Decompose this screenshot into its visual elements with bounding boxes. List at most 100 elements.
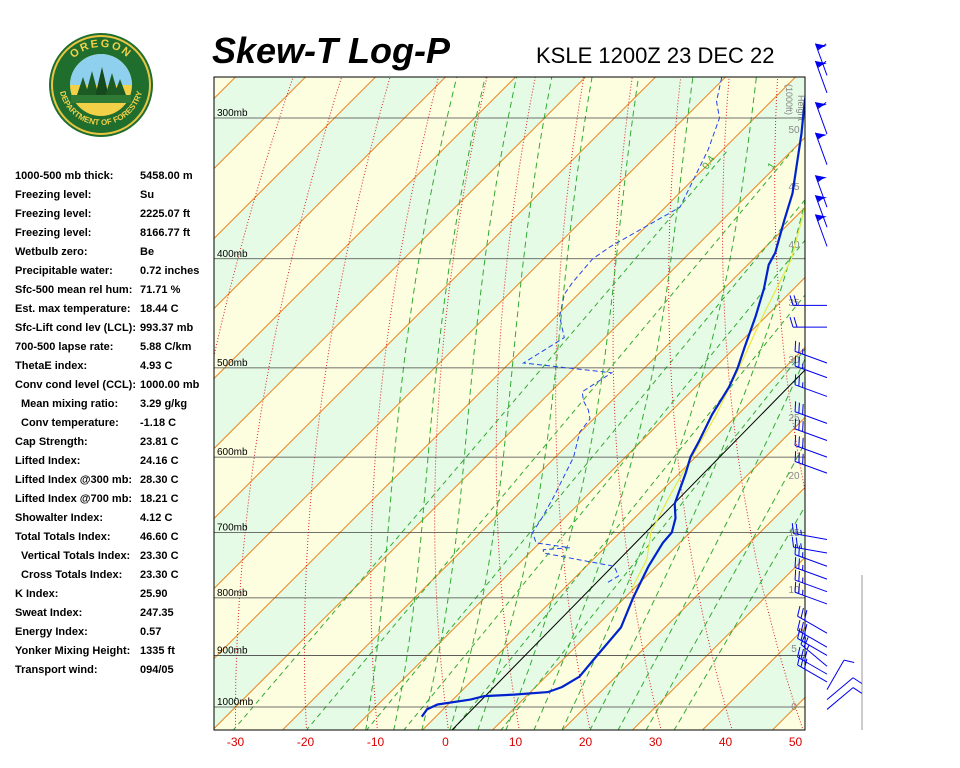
dry-adiabat <box>668 77 733 730</box>
wind-barb <box>814 60 828 94</box>
index-value: 18.44 C <box>140 303 179 315</box>
index-row: Est. max temperature: 18.44 C <box>15 301 205 320</box>
isobar-label: 400mb <box>217 249 248 260</box>
index-value: 46.60 C <box>140 531 179 543</box>
index-value: 8166.77 ft <box>140 227 191 239</box>
wind-barb <box>794 340 828 364</box>
index-label: Showalter Index: <box>15 512 104 524</box>
isotherm-line <box>0 77 96 730</box>
index-label: Est. max temperature: <box>15 303 131 315</box>
height-tick-label: 40 <box>788 240 800 251</box>
mixing-ratio-label: 8 <box>938 160 950 171</box>
index-row: Cross Totals Index: 23.30 C <box>15 567 205 586</box>
index-row: Precipitable water: 0.72 inches <box>15 263 205 282</box>
height-tick-label: 10 <box>788 585 800 596</box>
wind-barb <box>794 544 828 567</box>
index-row: Freezing level: 8166.77 ft <box>15 225 205 244</box>
index-label: Sfc-500 mean rel hum: <box>15 284 133 296</box>
index-value: -1.18 C <box>140 417 177 429</box>
index-row: Wetbulb zero: Be <box>15 244 205 263</box>
isotherm-line <box>214 77 446 310</box>
mixing-ratio-label: 5 <box>896 160 908 171</box>
wind-barb <box>814 132 828 165</box>
wind-barb <box>791 523 828 540</box>
dewpoint-trace <box>522 77 723 583</box>
dry-adiabat <box>922 0 960 731</box>
mixing-ratio-line <box>305 149 794 730</box>
wind-barb <box>814 43 828 76</box>
index-label: Freezing level: <box>15 189 92 201</box>
moist-adiabat <box>449 77 553 730</box>
isotherm-line <box>422 346 805 730</box>
wind-barb <box>794 557 828 580</box>
index-row: Conv temperature: -1.18 C <box>15 415 205 434</box>
temperature-trace <box>420 93 805 718</box>
isotherm-line <box>214 77 726 590</box>
index-row: Freezing level: 2225.07 ft <box>15 206 205 225</box>
wind-barb <box>789 295 827 306</box>
index-label: Lifted Index: <box>15 455 81 467</box>
index-value: 23.30 C <box>140 550 179 562</box>
isotherm-line <box>214 77 516 380</box>
index-label: 700-500 lapse rate: <box>15 341 114 353</box>
wind-barb <box>794 418 828 441</box>
x-tick-label: -20 <box>297 735 315 749</box>
chart-subtitle: KSLE 1200Z 23 DEC 22 <box>536 43 775 68</box>
index-value: 71.71 % <box>140 284 181 296</box>
isotherm-line <box>562 486 805 730</box>
x-tick-label: 10 <box>509 735 523 749</box>
height-tick-label: 0 <box>791 702 797 713</box>
height-tick-label: 20 <box>788 471 800 482</box>
x-tick-label: -10 <box>367 735 385 749</box>
isobar-label: 700mb <box>217 523 248 534</box>
isotherm-line <box>214 77 656 520</box>
index-label: Cap Strength: <box>15 436 88 448</box>
isobar-label: 800mb <box>217 588 248 599</box>
index-label: Sfc-Lift cond lev (LCL): <box>15 322 136 334</box>
mixing-ratio-label: 2 <box>819 160 831 171</box>
isotherm-line <box>352 276 805 730</box>
wind-barb <box>826 687 863 710</box>
index-value: 25.90 <box>140 588 168 600</box>
index-row: Sweat Index: 247.35 <box>15 605 205 624</box>
index-value: 2225.07 ft <box>140 208 191 220</box>
dry-adiabat <box>555 77 591 730</box>
isotherm-line <box>492 416 805 730</box>
moist-adiabat <box>645 441 805 730</box>
oregon-forestry-logo: OREGON DEPARTMENT OF FORESTRY <box>47 31 155 139</box>
index-row: Mean mixing ratio: 3.29 g/kg <box>15 396 205 415</box>
index-row: 700-500 lapse rate: 5.88 C/km <box>15 339 205 358</box>
index-label: ThetaE index: <box>15 360 88 372</box>
moist-adiabat <box>365 77 458 730</box>
mixing-ratio-line <box>232 149 729 730</box>
height-tick-label: 50 <box>788 125 800 136</box>
isotherm-band <box>0 77 166 730</box>
index-label: Lifted Index @300 mb: <box>15 474 133 486</box>
moist-adiabat <box>617 357 805 730</box>
index-label: Sweat Index: <box>15 607 83 619</box>
wind-barb <box>797 628 828 656</box>
height-axis-label: Height <box>796 95 806 122</box>
wind-barb <box>794 374 828 397</box>
index-row: Yonker Mixing Height: 1335 ft <box>15 643 205 662</box>
height-tick-label: 35 <box>788 298 800 309</box>
index-value: 1335 ft <box>140 645 175 657</box>
wind-barb <box>794 451 828 474</box>
wind-barb <box>791 536 828 554</box>
height-axis-unit: (1000ft) <box>784 84 794 115</box>
wind-barb <box>797 654 828 683</box>
index-value: 3.29 g/kg <box>140 398 188 410</box>
isotherm-line <box>214 136 805 730</box>
index-label: Freezing level: <box>15 208 92 220</box>
stability-indices-panel: 1000-500 mb thick: 5458.00 m Freezing leve… <box>15 168 205 681</box>
isotherm-line <box>282 206 805 730</box>
x-tick-label: 40 <box>719 735 733 749</box>
wind-barb <box>794 355 828 379</box>
isobar-label: 600mb <box>217 447 248 458</box>
moist-adiabat <box>393 77 486 730</box>
moist-adiabat <box>533 77 694 730</box>
index-row: Showalter Index: 4.12 C <box>15 510 205 529</box>
wind-barb <box>797 619 828 648</box>
isotherm-line <box>0 77 166 730</box>
